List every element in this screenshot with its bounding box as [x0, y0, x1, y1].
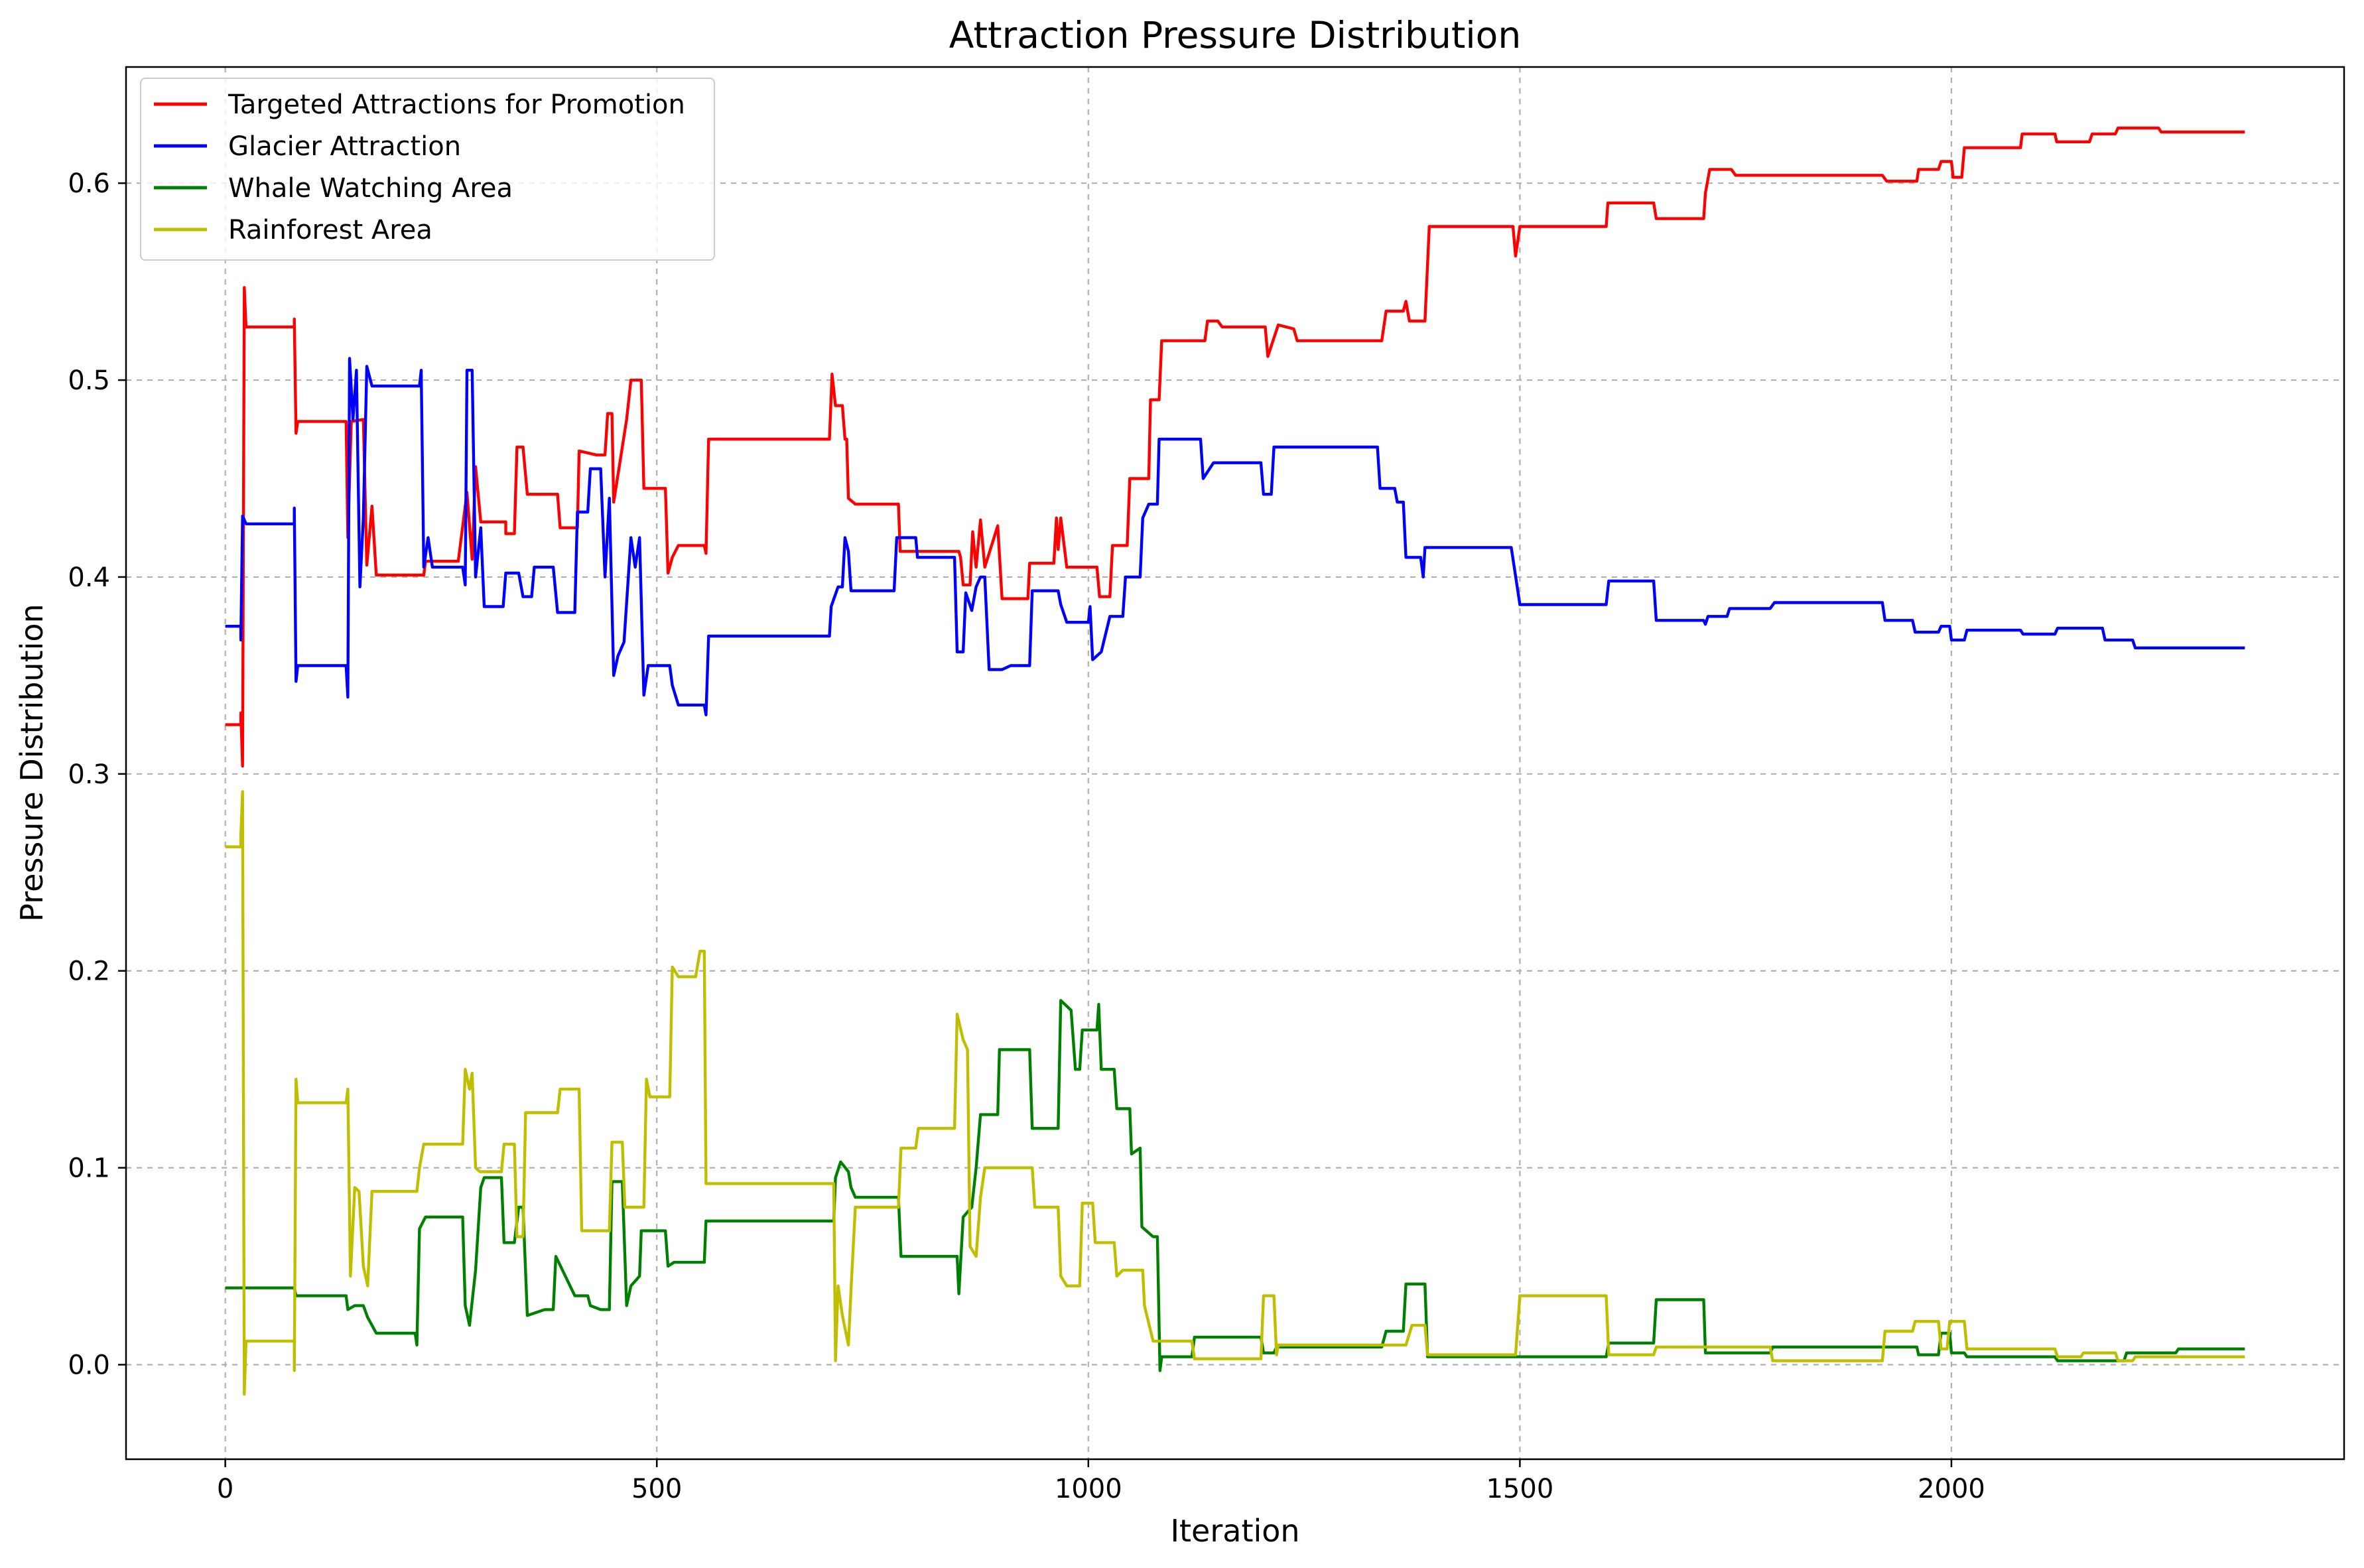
y-tick-label: 0.3: [68, 759, 110, 790]
x-tick-label: 1500: [1486, 1474, 1553, 1504]
x-tick-label: 0: [217, 1474, 233, 1504]
axes-frame: [125, 66, 2345, 1461]
legend-label: Whale Watching Area: [228, 173, 513, 204]
y-tick-label: 0.0: [68, 1350, 110, 1380]
y-axis: 0.0 0.1 0.2 0.3 0.4 0.5 0.6: [68, 168, 126, 1380]
series-line-targeted-attractions-for-promotion: [225, 126, 2245, 768]
y-tick-label: 0.2: [68, 956, 110, 987]
series-line-rainforest-area: [225, 790, 2245, 1396]
x-axis: 0 500 1000 1500 2000: [217, 1459, 1985, 1504]
y-tick-label: 0.5: [68, 365, 110, 396]
y-tick-label: 0.6: [68, 168, 110, 199]
x-tick-label: 1000: [1055, 1474, 1122, 1504]
y-tick-label: 0.1: [68, 1153, 110, 1184]
y-axis-title: Pressure Distribution: [14, 604, 50, 921]
legend-box: [140, 78, 715, 261]
legend: Targeted Attractions for Promotion Glacie…: [140, 78, 715, 261]
series-line-glacier-attraction: [225, 357, 2245, 716]
legend-label: Rainforest Area: [228, 215, 432, 245]
chart-title: Attraction Pressure Distribution: [949, 14, 1521, 56]
x-tick-label: 2000: [1918, 1474, 1985, 1504]
x-tick-label: 500: [631, 1474, 682, 1504]
x-axis-title: Iteration: [1170, 1513, 1299, 1549]
plot-area: [225, 126, 2245, 1396]
legend-label: Glacier Attraction: [228, 131, 461, 162]
series-line-whale-watching-area: [225, 999, 2245, 1372]
grid: [126, 67, 2344, 1459]
legend-label: Targeted Attractions for Promotion: [228, 90, 685, 120]
y-tick-label: 0.4: [68, 562, 110, 593]
